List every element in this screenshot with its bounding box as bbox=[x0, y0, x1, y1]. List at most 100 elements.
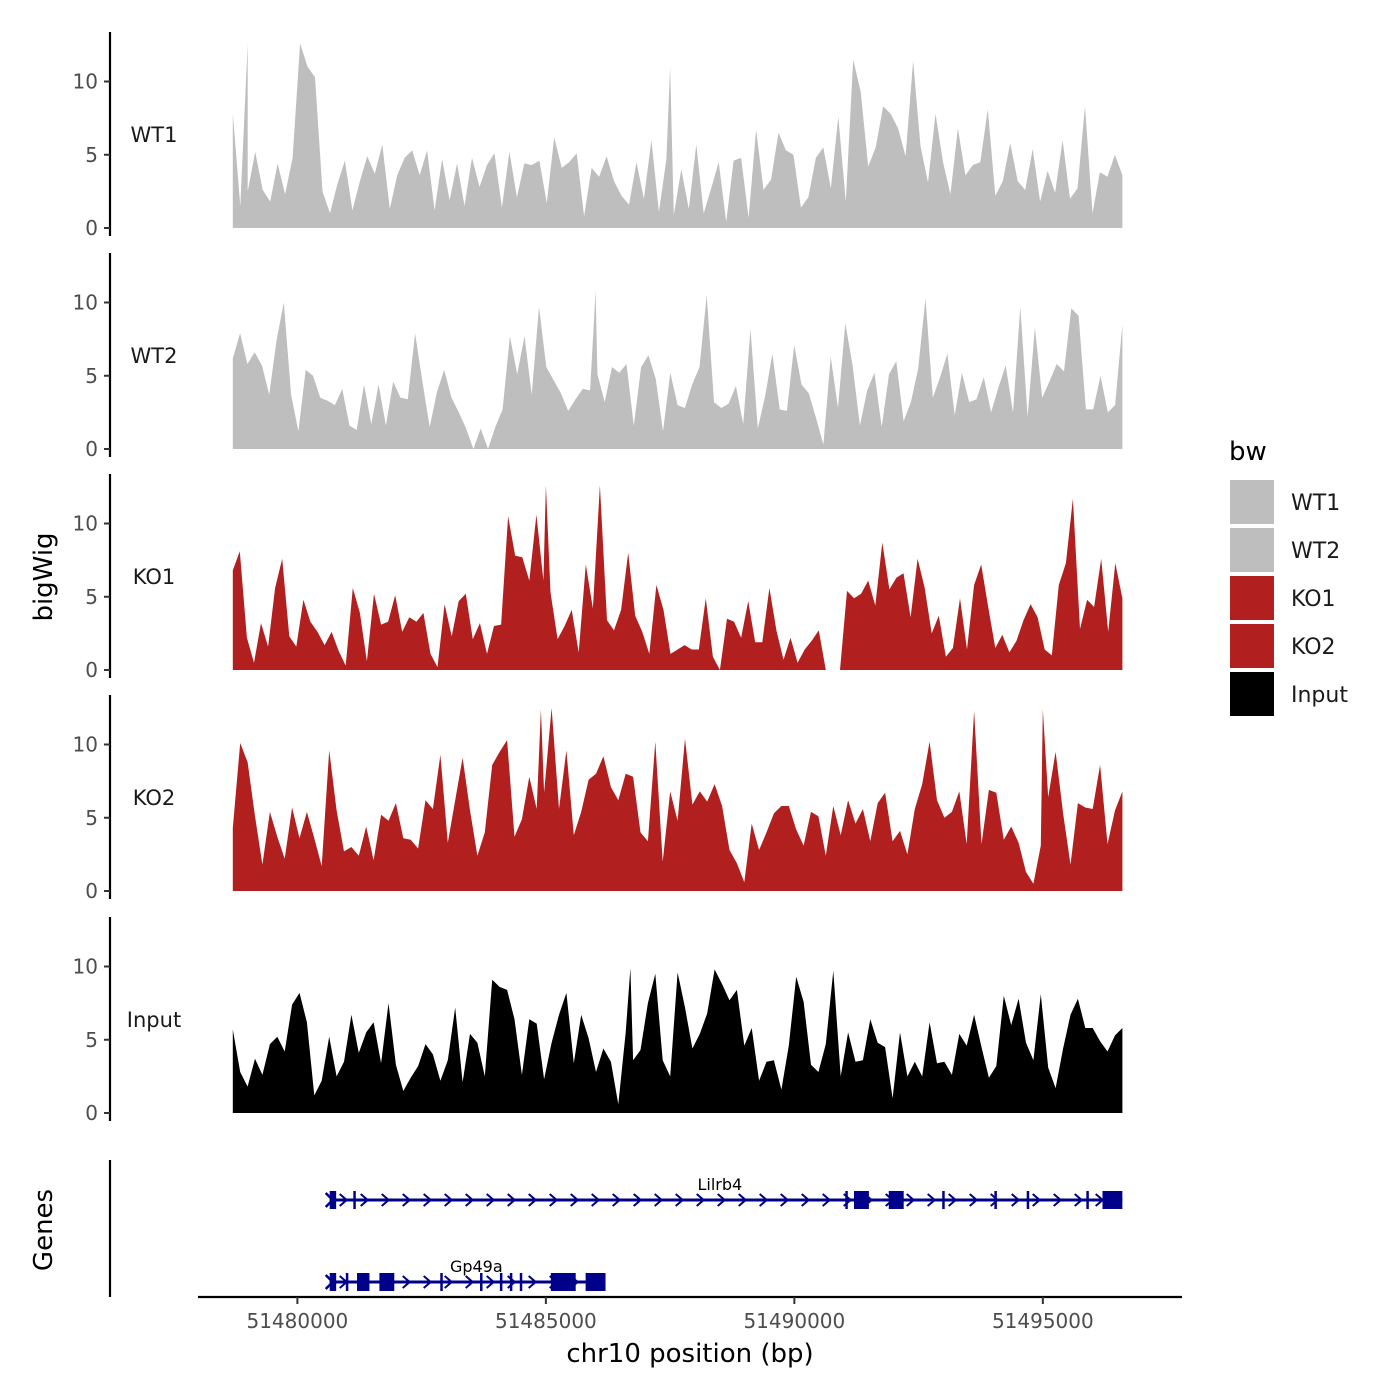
legend: bw WT1 WT2 KO1 KO2 Input bbox=[1229, 437, 1348, 716]
y-tick-label: 10 bbox=[73, 512, 98, 536]
strand-arrow bbox=[465, 1275, 475, 1289]
strand-arrow bbox=[1011, 1193, 1021, 1207]
x-tick-label: 51490000 bbox=[743, 1309, 845, 1333]
y-tick-label: 10 bbox=[73, 70, 98, 94]
strand-arrow bbox=[423, 1193, 433, 1207]
strand-arrow bbox=[381, 1193, 391, 1207]
strand-arrow bbox=[549, 1193, 559, 1207]
track-label: KO1 bbox=[133, 565, 176, 589]
strand-arrow bbox=[423, 1275, 433, 1289]
legend-swatch-input bbox=[1230, 672, 1274, 716]
y-tick-label: 0 bbox=[85, 216, 98, 240]
strand-arrow bbox=[906, 1193, 916, 1207]
legend-title: bw bbox=[1229, 437, 1267, 467]
track-panels: 0 5 10 WT1 0 5 10 WT2 0 5 10 KO1 0 5 10 KO2 0 5 10 Input bbox=[73, 32, 1123, 1125]
exon-block bbox=[888, 1191, 904, 1209]
y-tick-label: 5 bbox=[85, 1028, 98, 1052]
y-tick-label: 10 bbox=[73, 291, 98, 315]
strand-arrow bbox=[612, 1193, 622, 1207]
y-tick-label: 5 bbox=[85, 143, 98, 167]
strand-arrow bbox=[339, 1193, 349, 1207]
strand-arrow bbox=[528, 1193, 538, 1207]
y-tick-label: 0 bbox=[85, 658, 98, 682]
strand-arrow bbox=[696, 1193, 706, 1207]
strand-arrow bbox=[801, 1193, 811, 1207]
strand-arrow bbox=[717, 1193, 727, 1207]
legend-label-ko1: KO1 bbox=[1291, 587, 1336, 612]
strand-arrow bbox=[486, 1275, 496, 1289]
strand-arrow bbox=[465, 1193, 475, 1207]
coverage-area-ko1 bbox=[232, 485, 1123, 670]
legend-swatch-wt2 bbox=[1230, 528, 1274, 572]
strand-arrow bbox=[969, 1193, 979, 1207]
strand-arrow bbox=[1074, 1193, 1084, 1207]
track-label: WT2 bbox=[131, 344, 178, 368]
strand-arrow bbox=[444, 1275, 454, 1289]
genes-axis-title: Genes bbox=[29, 1189, 59, 1271]
strand-arrow bbox=[402, 1275, 412, 1289]
x-tick-label: 51480000 bbox=[246, 1309, 348, 1333]
strand-arrow bbox=[402, 1193, 412, 1207]
legend-swatch-wt1 bbox=[1230, 480, 1274, 524]
gene-name-label: Gp49a bbox=[450, 1257, 503, 1276]
track-wt2: 0 5 10 WT2 bbox=[73, 253, 1123, 461]
strand-arrow bbox=[990, 1193, 1000, 1207]
x-tick-label: 51495000 bbox=[992, 1309, 1094, 1333]
track-wt1: 0 5 10 WT1 bbox=[73, 32, 1123, 240]
y-tick-label: 5 bbox=[85, 806, 98, 830]
track-input: 0 5 10 Input bbox=[73, 917, 1123, 1125]
y-tick-label: 5 bbox=[85, 585, 98, 609]
strand-arrow bbox=[654, 1193, 664, 1207]
strand-arrow bbox=[738, 1193, 748, 1207]
x-axis: 51480000 51485000 51490000 51495000 bbox=[198, 1295, 1182, 1333]
y-tick-label: 10 bbox=[73, 955, 98, 979]
coverage-area-wt1 bbox=[232, 43, 1123, 229]
strand-arrow bbox=[759, 1193, 769, 1207]
y-tick-label: 0 bbox=[85, 437, 98, 461]
coverage-area-wt2 bbox=[232, 290, 1123, 449]
gene-lilrb4: Lilrb4 bbox=[324, 1175, 1123, 1209]
strand-arrow bbox=[507, 1193, 517, 1207]
legend-label-wt1: WT1 bbox=[1291, 491, 1340, 516]
y-axis-title: bigWig bbox=[29, 532, 59, 621]
gene-start-marker bbox=[324, 1274, 335, 1290]
exon-block bbox=[1102, 1191, 1123, 1209]
strand-arrow bbox=[948, 1193, 958, 1207]
gene-name-label: Lilrb4 bbox=[697, 1175, 742, 1194]
track-label: WT1 bbox=[131, 123, 178, 147]
x-tick-label: 51485000 bbox=[495, 1309, 597, 1333]
track-label: KO2 bbox=[133, 786, 176, 810]
gene-gp49a: Gp49a bbox=[324, 1257, 606, 1291]
x-axis-title: chr10 position (bp) bbox=[566, 1339, 813, 1369]
coverage-area-ko2 bbox=[232, 707, 1123, 891]
strand-arrow bbox=[360, 1193, 370, 1207]
track-label: Input bbox=[127, 1008, 181, 1032]
strand-arrow bbox=[486, 1193, 496, 1207]
coverage-area-input bbox=[232, 968, 1123, 1113]
exon-block bbox=[854, 1191, 869, 1209]
strand-arrow bbox=[570, 1193, 580, 1207]
legend-label-wt2: WT2 bbox=[1291, 539, 1340, 564]
strand-arrow bbox=[780, 1193, 790, 1207]
track-ko2: 0 5 10 KO2 bbox=[73, 695, 1123, 903]
y-tick-label: 0 bbox=[85, 879, 98, 903]
legend-label-input: Input bbox=[1291, 683, 1348, 708]
legend-swatch-ko2 bbox=[1230, 624, 1274, 668]
strand-arrow bbox=[444, 1193, 454, 1207]
y-tick-label: 5 bbox=[85, 364, 98, 388]
exon-block bbox=[585, 1273, 606, 1291]
exon-block bbox=[550, 1273, 576, 1291]
strand-arrow bbox=[927, 1193, 937, 1207]
strand-arrow bbox=[675, 1193, 685, 1207]
strand-arrow bbox=[1053, 1193, 1063, 1207]
strand-arrow bbox=[528, 1275, 538, 1289]
strand-arrow bbox=[822, 1193, 832, 1207]
gene-panel: Lilrb4 Gp49a bbox=[108, 1160, 1123, 1297]
strand-arrow bbox=[633, 1193, 643, 1207]
y-tick-label: 0 bbox=[85, 1101, 98, 1125]
exon-block bbox=[379, 1273, 395, 1291]
legend-swatch-ko1 bbox=[1230, 576, 1274, 620]
legend-label-ko2: KO2 bbox=[1291, 635, 1336, 660]
gene-start-marker bbox=[324, 1192, 335, 1208]
